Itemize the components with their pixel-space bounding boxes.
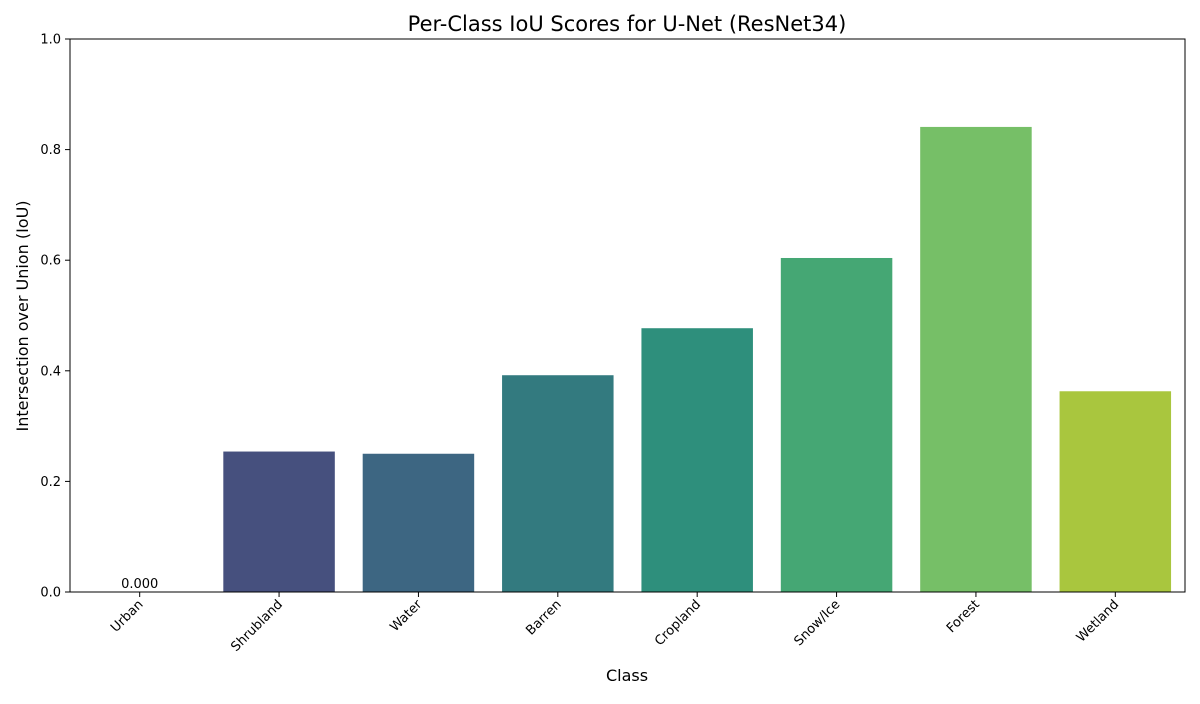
y-tick-label: 0.4 (40, 364, 61, 379)
y-tick-label: 0.0 (40, 586, 61, 601)
x-tick-label: Water (387, 597, 425, 635)
bar-shrubland (223, 451, 335, 592)
x-tick-label: Snow/Ice (791, 597, 843, 649)
x-axis-label: Class (606, 666, 648, 685)
x-tick-label: Cropland (652, 597, 704, 649)
bar-forest (920, 126, 1032, 592)
bar-barren (502, 375, 614, 592)
y-tick-label: 1.0 (40, 33, 61, 48)
y-axis-label: Intersection over Union (IoU) (13, 200, 32, 431)
bar-cropland (641, 328, 753, 592)
x-tick-label: Wetland (1074, 597, 1122, 645)
chart-title: Per-Class IoU Scores for U-Net (ResNet34… (408, 12, 847, 36)
bar-snow-ice (780, 257, 893, 592)
y-tick-label: 0.6 (40, 254, 61, 269)
x-tick-label: Shrubland (228, 597, 286, 655)
plot-frame (69, 38, 1186, 593)
x-tick-label: Barren (523, 597, 564, 638)
bar-water (362, 453, 475, 592)
x-tick-label: Forest (944, 597, 983, 636)
bar-wetland (1059, 391, 1172, 592)
y-tick-label: 0.8 (40, 143, 61, 158)
data-label-urban: 0.000 (121, 577, 158, 592)
x-tick-label: Urban (108, 597, 146, 635)
y-tick-label: 0.2 (40, 475, 61, 490)
bars-layer: 0.000 (121, 126, 1172, 592)
